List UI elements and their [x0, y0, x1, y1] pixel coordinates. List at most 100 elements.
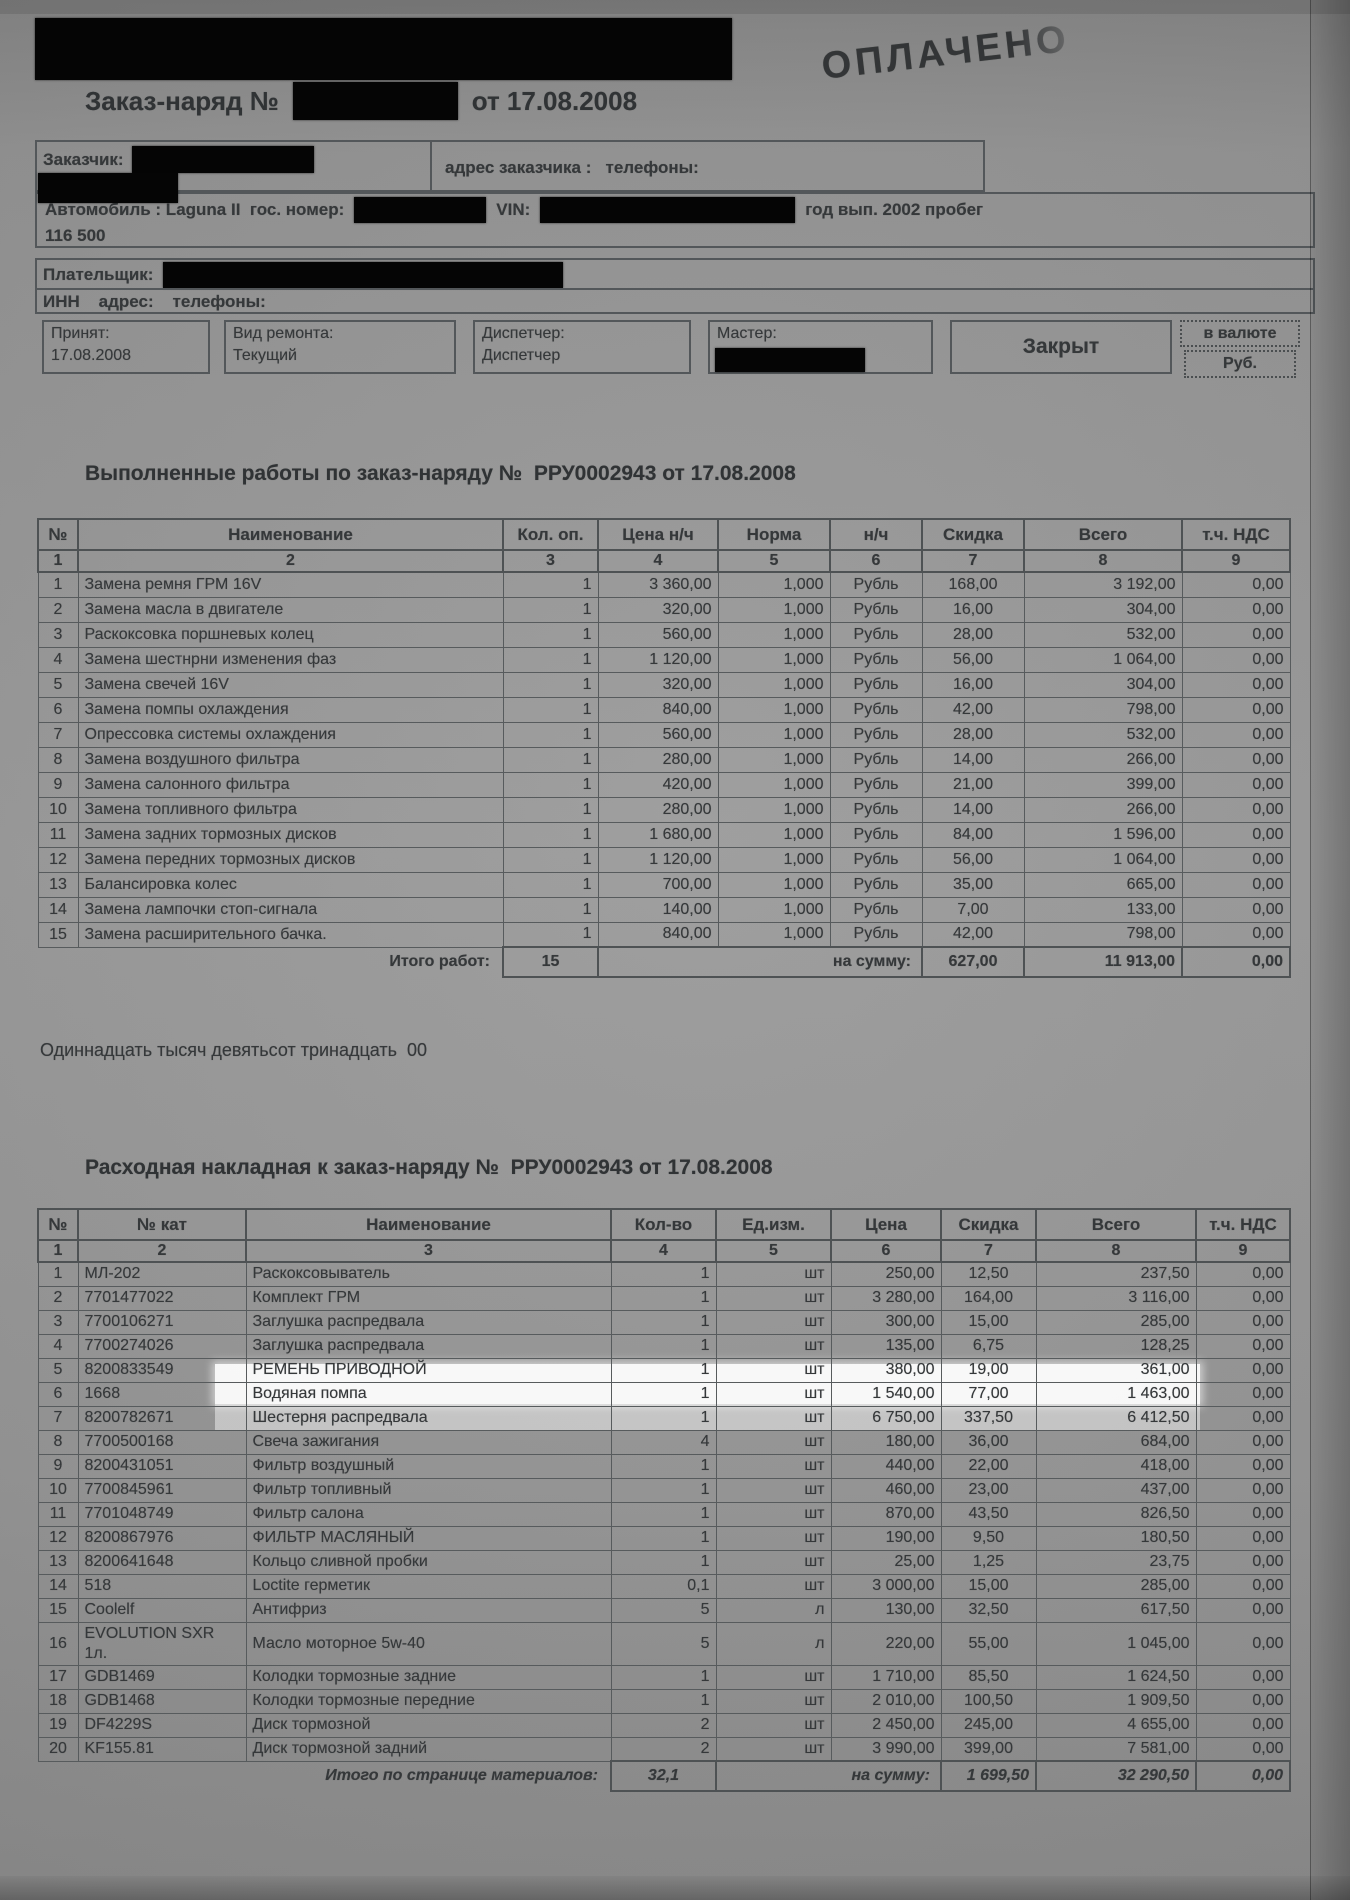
currency-label: в валюте — [1203, 324, 1277, 342]
materials-row8-col8: 684,00 — [1035, 1429, 1197, 1455]
works-row1-col5: 1,000 — [717, 571, 831, 598]
works-row1-col8: 3 192,00 — [1023, 571, 1183, 598]
materials-row1-col5: шт — [715, 1261, 832, 1287]
works-row14-col2: Замена лампочки стоп-сигнала — [77, 896, 504, 923]
materials-row17-col7: 85,50 — [940, 1664, 1037, 1690]
materials-row13-col7: 1,25 — [940, 1549, 1037, 1575]
materials-row1-col3: Раскоксовыватель — [245, 1261, 612, 1287]
works-row10-col9: 0,00 — [1181, 796, 1291, 823]
materials-row1-col9: 0,00 — [1195, 1261, 1291, 1287]
accepted-value: 17.08.2008 — [51, 347, 132, 364]
materials-row3-col3: Заглушка распредвала — [245, 1309, 612, 1335]
works-section-title: Выполненные работы по заказ-наряду № РРУ… — [85, 462, 796, 485]
repair-type-value: Текущий — [233, 347, 297, 364]
closed-status-label: Закрыт — [1022, 335, 1100, 358]
works-row3-col1: 3 — [37, 621, 79, 648]
works-row8-col6: Рубль — [829, 746, 923, 773]
materials-row10-col4: 1 — [610, 1477, 717, 1503]
works-row10-col4: 280,00 — [597, 796, 719, 823]
materials-row5-col8: 361,00 — [1035, 1357, 1197, 1383]
works-row7-col6: Рубль — [829, 721, 923, 748]
materials-row-8: 8 7700500168 Свеча зажигания 4 шт 180,00 36,00… — [37, 1429, 1291, 1455]
materials-row12-col1: 12 — [37, 1525, 79, 1551]
works-row4-col1: 4 — [37, 646, 79, 673]
materials-row11-col7: 43,50 — [940, 1501, 1037, 1527]
works-row7-col1: 7 — [37, 721, 79, 748]
works-colnum-2: 2 — [77, 549, 504, 573]
materials-table-wrap: № № кат Наименование Кол-во Ед.изм. Цена Скидк… — [37, 1208, 1291, 1792]
works-row8-col7: 14,00 — [921, 746, 1025, 773]
works-row5-col7: 16,00 — [921, 671, 1025, 698]
materials-row4-col8: 128,25 — [1035, 1333, 1197, 1359]
materials-row16-col9: 0,00 — [1195, 1621, 1291, 1666]
works-row12-col6: Рубль — [829, 846, 923, 873]
works-row12-col1: 12 — [37, 846, 79, 873]
works-row8-col2: Замена воздушного фильтра — [77, 746, 504, 773]
works-header-col6: н/ч — [829, 518, 923, 551]
materials-row12-col4: 1 — [610, 1525, 717, 1551]
materials-row5-col9: 0,00 — [1195, 1357, 1291, 1383]
works-row3-col3: 1 — [502, 621, 599, 648]
works-row-5: 5 Замена свечей 16V 1 320,00 1,000 Рубль 16,00… — [37, 671, 1291, 698]
works-total-label: Итого работ: — [389, 953, 490, 971]
works-row9-col5: 1,000 — [717, 771, 831, 798]
materials-row9-col2: 8200431051 — [77, 1453, 247, 1479]
materials-row12-col5: шт — [715, 1525, 832, 1551]
works-row10-col3: 1 — [502, 796, 599, 823]
materials-row17-col2: GDB1469 — [77, 1664, 247, 1690]
materials-row18-col4: 1 — [610, 1688, 717, 1714]
materials-row-19: 19 DF4229S Диск тормозной 2 шт 2 450,00 245,00… — [37, 1712, 1291, 1738]
works-row5-col6: Рубль — [829, 671, 923, 698]
materials-row19-col1: 19 — [37, 1712, 79, 1738]
works-row14-col4: 140,00 — [597, 896, 719, 923]
materials-row2-col7: 164,00 — [940, 1285, 1037, 1311]
materials-header-col8: Всего — [1035, 1208, 1197, 1241]
customer-label: Заказчик: — [43, 149, 124, 169]
redaction-payer-name — [163, 262, 564, 288]
currency-label-box: в валюте — [1180, 320, 1300, 347]
works-row3-col7: 28,00 — [921, 621, 1025, 648]
materials-row15-col8: 617,50 — [1035, 1597, 1197, 1623]
customer-box: Заказчик: адрес заказчика : телефоны: — [35, 140, 985, 203]
works-row13-col7: 35,00 — [921, 871, 1025, 898]
works-header-col5: Норма — [717, 518, 831, 551]
works-header-col3: Кол. оп. — [502, 518, 599, 551]
materials-row7-col3: Шестерня распредвала — [245, 1405, 612, 1431]
materials-row9-col7: 22,00 — [940, 1453, 1037, 1479]
materials-row10-col1: 10 — [37, 1477, 79, 1503]
materials-row7-col4: 1 — [610, 1405, 717, 1431]
materials-row15-col6: 130,00 — [830, 1597, 942, 1623]
materials-row4-col9: 0,00 — [1195, 1333, 1291, 1359]
materials-header-col3: Наименование — [245, 1208, 612, 1241]
materials-row18-col9: 0,00 — [1195, 1688, 1291, 1714]
materials-row6-col2: 1668 — [77, 1381, 247, 1407]
customer-address-label: адрес заказчика : телефоны: — [445, 158, 699, 177]
materials-row2-col2: 7701477022 — [77, 1285, 247, 1311]
materials-row13-col3: Кольцо сливной пробки — [245, 1549, 612, 1575]
materials-row6-col4: 1 — [610, 1381, 717, 1407]
works-row12-col7: 56,00 — [921, 846, 1025, 873]
works-row3-col8: 532,00 — [1023, 621, 1183, 648]
materials-row18-col8: 1 909,50 — [1035, 1688, 1197, 1714]
materials-row13-col5: шт — [715, 1549, 832, 1575]
works-row6-col6: Рубль — [829, 696, 923, 723]
materials-row10-col2: 7700845961 — [77, 1477, 247, 1503]
materials-total-sum-label: на сумму: — [715, 1760, 942, 1792]
materials-row8-col4: 4 — [610, 1429, 717, 1455]
works-row8-col9: 0,00 — [1181, 746, 1291, 773]
works-row15-col8: 798,00 — [1023, 921, 1183, 948]
materials-row11-col3: Фильтр салона — [245, 1501, 612, 1527]
document-title-prefix: Заказ-наряд № — [85, 85, 279, 116]
works-row4-col2: Замена шестнрни изменения фаз — [77, 646, 504, 673]
materials-row7-col9: 0,00 — [1195, 1405, 1291, 1431]
materials-row20-col5: шт — [715, 1736, 832, 1762]
materials-colnum-4: 4 — [610, 1239, 717, 1263]
payer-inn-label: ИНН адрес: телефоны: — [43, 292, 266, 311]
works-row7-col5: 1,000 — [717, 721, 831, 748]
materials-table-body: 1 МЛ-202 Раскоксовыватель 1 шт 250,00 12,50 237… — [37, 1261, 1291, 1762]
works-row10-col8: 266,00 — [1023, 796, 1183, 823]
materials-row20-col8: 7 581,00 — [1035, 1736, 1197, 1762]
works-row9-col1: 9 — [37, 771, 79, 798]
materials-row8-col2: 7700500168 — [77, 1429, 247, 1455]
